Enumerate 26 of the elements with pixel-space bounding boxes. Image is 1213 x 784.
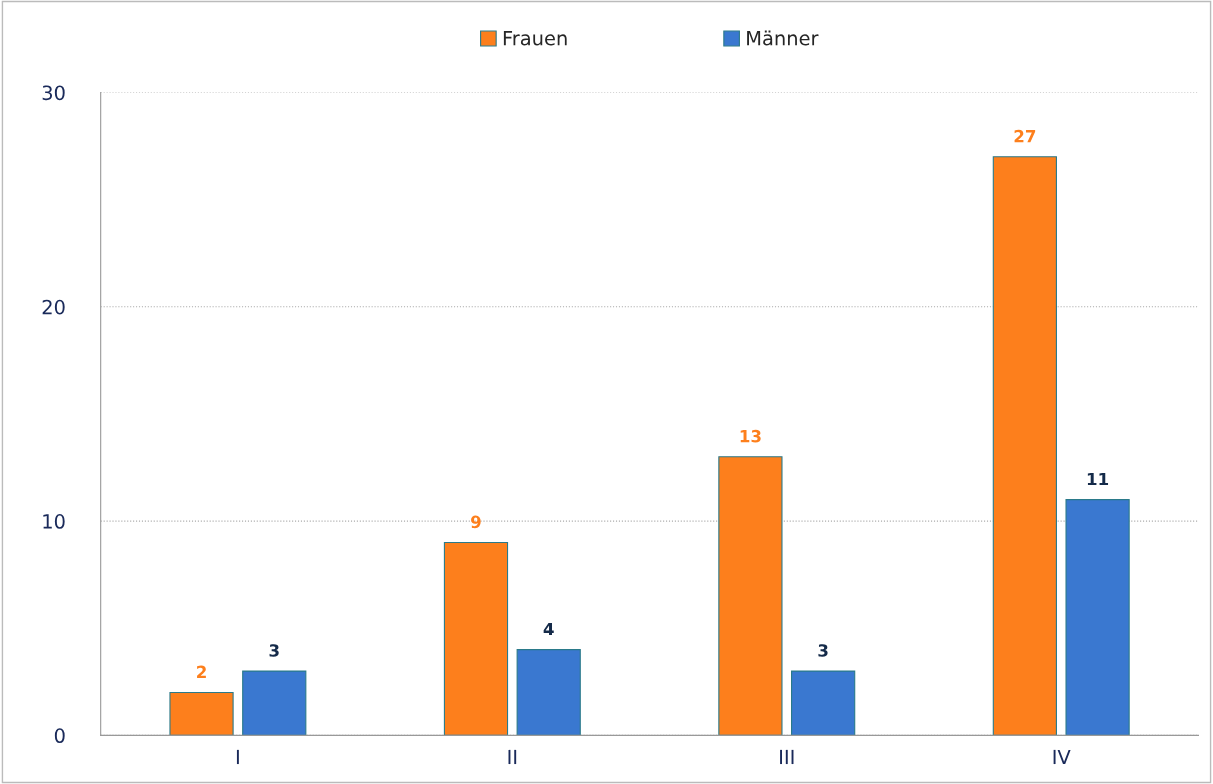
y-tick-label: 10 xyxy=(43,514,65,529)
data-label: 4 xyxy=(543,622,554,636)
y-tick-label: 0 xyxy=(54,728,65,744)
bar xyxy=(1065,499,1130,736)
data-label: 2 xyxy=(197,665,206,678)
x-tick-label: II xyxy=(508,749,517,765)
x-tick-label: III xyxy=(780,749,794,765)
y-tick-label: 20 xyxy=(42,299,65,315)
bar xyxy=(718,456,783,736)
bar xyxy=(992,156,1057,736)
legend-label: Frauen xyxy=(503,31,567,46)
data-label: 13 xyxy=(740,429,761,443)
legend-label: Männer xyxy=(747,30,819,46)
data-label: 9 xyxy=(471,515,481,529)
bar xyxy=(443,541,509,736)
bar xyxy=(516,649,581,736)
data-label: 3 xyxy=(818,644,828,657)
data-label: 3 xyxy=(269,644,279,657)
bar xyxy=(791,670,856,736)
x-tick-label: I xyxy=(236,749,239,765)
bar xyxy=(242,670,307,736)
y-tick-label: 30 xyxy=(42,85,65,101)
data-label: 11 xyxy=(1087,472,1109,486)
x-tick-label: IV xyxy=(1053,749,1071,765)
data-label: 27 xyxy=(1014,129,1036,143)
bar xyxy=(169,691,234,736)
